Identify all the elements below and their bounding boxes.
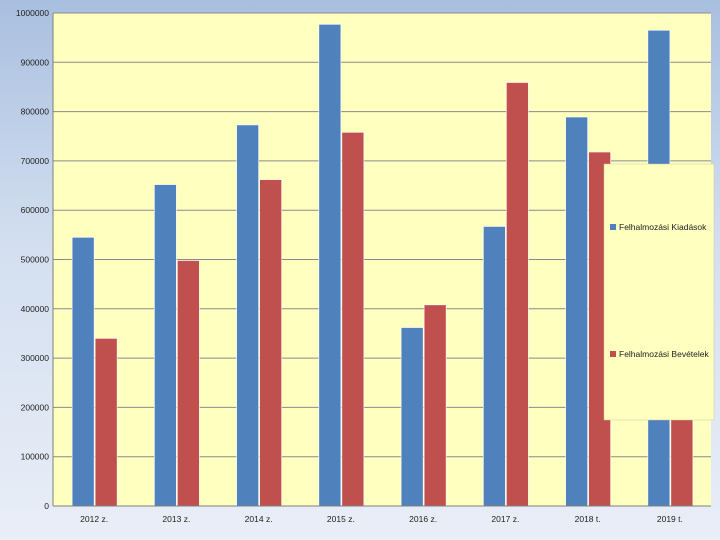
bars	[71, 24, 694, 507]
y-tick-label: 700000	[21, 156, 50, 166]
x-tick-label: 2017 z.	[491, 514, 519, 524]
y-tick-label: 800000	[21, 107, 50, 117]
y-tick-label: 100000	[21, 452, 50, 462]
y-axis-ticks: 0 100000 200000 300000 400000 500000 600000 700…	[16, 8, 49, 511]
y-tick-label: 300000	[21, 353, 50, 363]
bar-bevetelek-2	[259, 179, 282, 507]
legend-label-kiadasok: Felhalmozási Kiadások	[619, 222, 707, 232]
y-tick-label: 400000	[21, 304, 50, 314]
x-tick-label: 2015 z.	[327, 514, 355, 524]
bar-bevetelek-4	[423, 304, 447, 507]
bar-kiadasok-1	[154, 184, 177, 507]
bar-kiadasok-4	[400, 327, 424, 507]
bar-kiadasok-2	[236, 124, 259, 507]
bar-kiadasok-0	[71, 237, 95, 507]
y-tick-label: 0	[44, 501, 49, 511]
x-tick-label: 2013 z.	[162, 514, 190, 524]
bar-bevetelek-0	[94, 338, 118, 507]
legend-swatch-bevetelek	[610, 351, 616, 357]
bar-kiadasok-5	[483, 226, 506, 507]
x-tick-label: 2016 z.	[409, 514, 437, 524]
bar-bevetelek-5	[506, 82, 529, 507]
bar-kiadasok-6	[565, 116, 588, 507]
legend: Felhalmozási Kiadások Felhalmozási Bevét…	[603, 163, 715, 421]
legend-label-bevetelek: Felhalmozási Bevételek	[619, 349, 710, 359]
x-tick-label: 2019 t.	[657, 514, 683, 524]
y-tick-label: 600000	[21, 205, 50, 215]
y-tick-label: 900000	[21, 57, 50, 67]
legend-box	[603, 163, 715, 421]
bar-bevetelek-3	[341, 132, 365, 507]
x-tick-label: 2018 t.	[575, 514, 601, 524]
x-tick-label: 2012 z.	[80, 514, 108, 524]
x-axis-ticks: 2012 z. 2013 z. 2014 z. 2015 z. 2016 z. 2017 …	[80, 514, 683, 524]
y-tick-label: 1000000	[16, 8, 49, 18]
bar-bevetelek-1	[177, 260, 200, 507]
y-tick-label: 200000	[21, 402, 50, 412]
bar-kiadasok-3	[318, 24, 342, 507]
y-tick-label: 500000	[21, 255, 50, 265]
x-tick-label: 2014 z.	[245, 514, 273, 524]
legend-swatch-kiadasok	[610, 224, 616, 230]
